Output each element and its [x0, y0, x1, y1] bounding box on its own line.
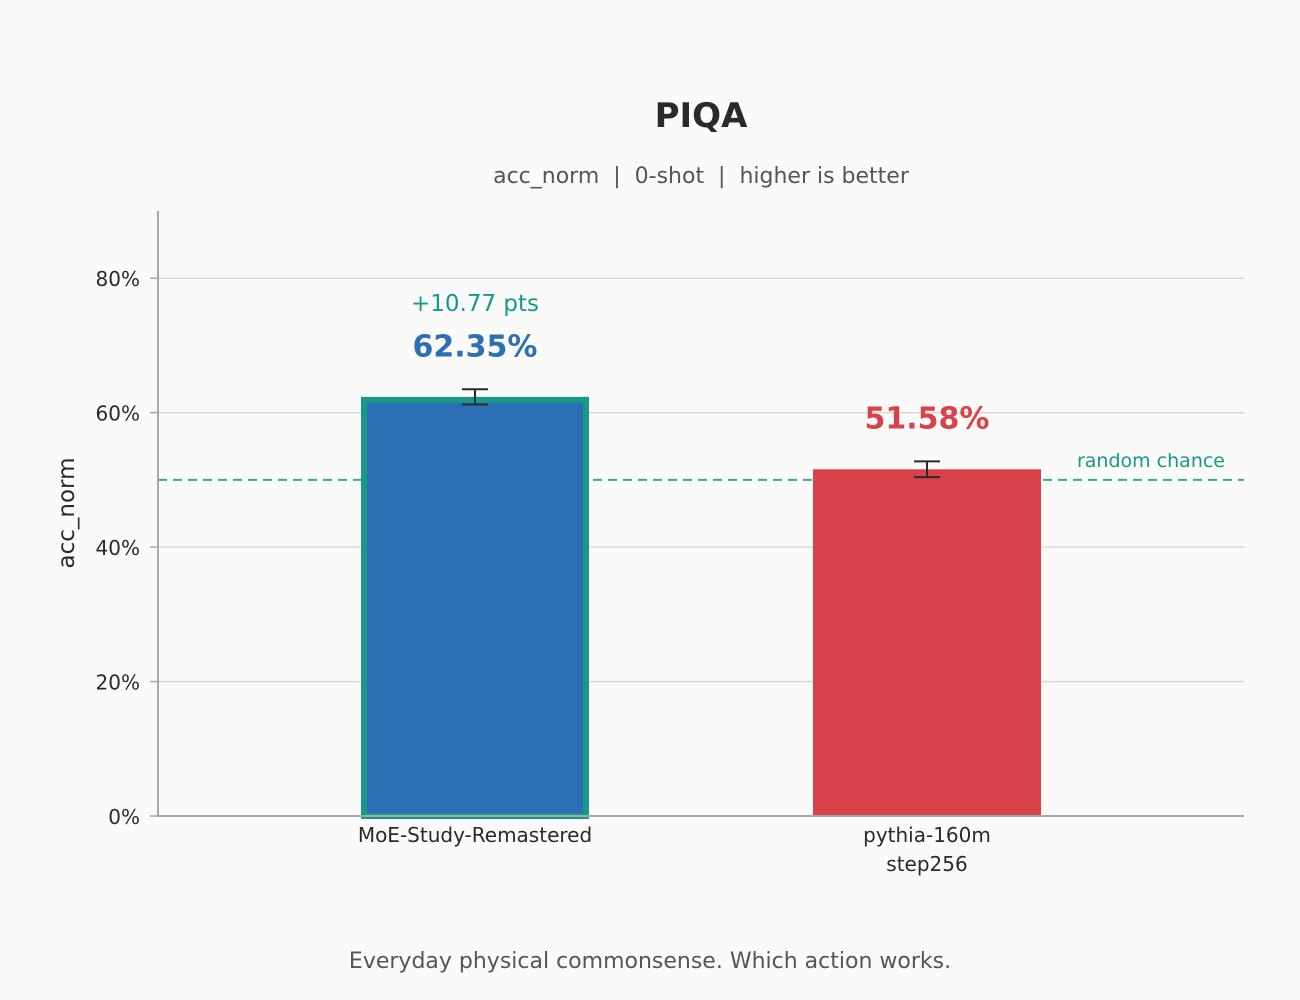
chart-title: PIQA [655, 96, 748, 136]
value-label: 51.58% [865, 401, 990, 436]
value-label: 62.35% [413, 329, 538, 364]
delta-label: +10.77 pts [411, 291, 539, 317]
y-tick-label: 80% [96, 267, 140, 291]
grid-lines [158, 277, 1244, 683]
y-tick-label: 0% [108, 805, 140, 829]
footnote: Everyday physical commonsense. Which act… [349, 949, 951, 974]
bars [361, 388, 1041, 819]
x-tick-label: pythia-160m [863, 823, 991, 847]
y-tick-label: 20% [96, 671, 140, 695]
labels: 0% 20% 40% 60% 80% 62.35% MoE-Study-Remastered… [96, 267, 1225, 876]
x-tick-label-line2: step256 [886, 852, 967, 876]
y-axis-label: acc_norm [54, 458, 80, 569]
y-tick-label: 40% [96, 536, 140, 560]
x-tick-label: MoE-Study-Remastered [358, 823, 592, 847]
axes [150, 211, 1244, 817]
random-chance-label: random chance [1077, 450, 1225, 472]
bar-moe-study-remastered [361, 396, 589, 819]
y-tick-label: 60% [96, 402, 140, 426]
bar-pythia-160m [813, 469, 1041, 816]
chart-subtitle: acc_norm | 0-shot | higher is better [493, 164, 910, 189]
